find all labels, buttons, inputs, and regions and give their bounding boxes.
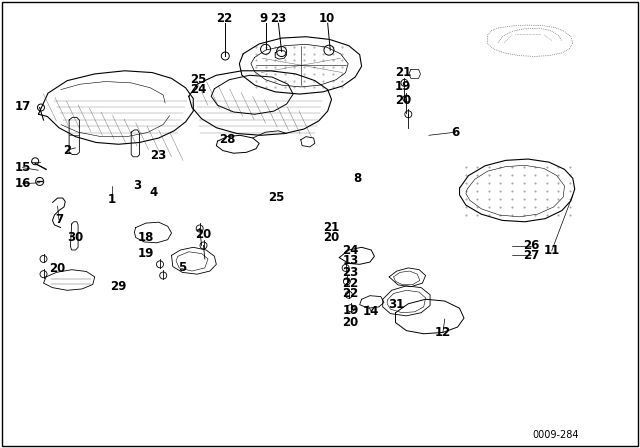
Text: 25: 25 — [268, 190, 285, 204]
Text: 3: 3 — [134, 179, 141, 193]
Text: 28: 28 — [219, 133, 236, 146]
Text: 14: 14 — [363, 305, 380, 318]
Text: 20: 20 — [49, 262, 66, 276]
Text: 19: 19 — [342, 304, 359, 318]
Text: 5: 5 — [179, 261, 186, 275]
Text: 23: 23 — [342, 266, 359, 279]
Text: 30: 30 — [67, 231, 84, 244]
Text: 17: 17 — [14, 100, 31, 113]
Text: 31: 31 — [388, 298, 405, 311]
Text: 20: 20 — [395, 94, 412, 107]
Text: 22: 22 — [342, 287, 359, 301]
Text: 18: 18 — [138, 231, 154, 244]
Text: 12: 12 — [435, 326, 451, 339]
Text: 23: 23 — [150, 149, 167, 163]
Text: 22: 22 — [342, 276, 359, 290]
Text: 21: 21 — [323, 221, 340, 234]
Text: 27: 27 — [523, 249, 540, 262]
Text: 29: 29 — [110, 280, 127, 293]
Text: 8: 8 — [353, 172, 361, 185]
Text: 19: 19 — [138, 247, 154, 260]
Text: 20: 20 — [195, 228, 212, 241]
Text: 23: 23 — [270, 12, 287, 26]
Text: 9: 9 — [260, 12, 268, 26]
Text: 16: 16 — [14, 177, 31, 190]
Text: 21: 21 — [395, 66, 412, 79]
Text: 2: 2 — [63, 143, 71, 157]
Text: 13: 13 — [342, 254, 359, 267]
Text: 15: 15 — [14, 161, 31, 174]
Text: 7: 7 — [55, 213, 63, 226]
Text: 26: 26 — [523, 239, 540, 252]
Text: 0009-284: 0009-284 — [532, 430, 579, 439]
Text: 24: 24 — [190, 83, 207, 96]
Text: 19: 19 — [395, 79, 412, 93]
Text: 22: 22 — [216, 12, 232, 26]
Text: 1: 1 — [108, 193, 116, 206]
Text: 10: 10 — [318, 12, 335, 26]
Text: 4: 4 — [150, 186, 157, 199]
Text: 24: 24 — [342, 244, 359, 258]
Text: 20: 20 — [342, 316, 359, 329]
Text: 20: 20 — [323, 231, 340, 244]
Text: 6: 6 — [452, 125, 460, 139]
Text: 11: 11 — [543, 244, 560, 258]
Text: 25: 25 — [190, 73, 207, 86]
